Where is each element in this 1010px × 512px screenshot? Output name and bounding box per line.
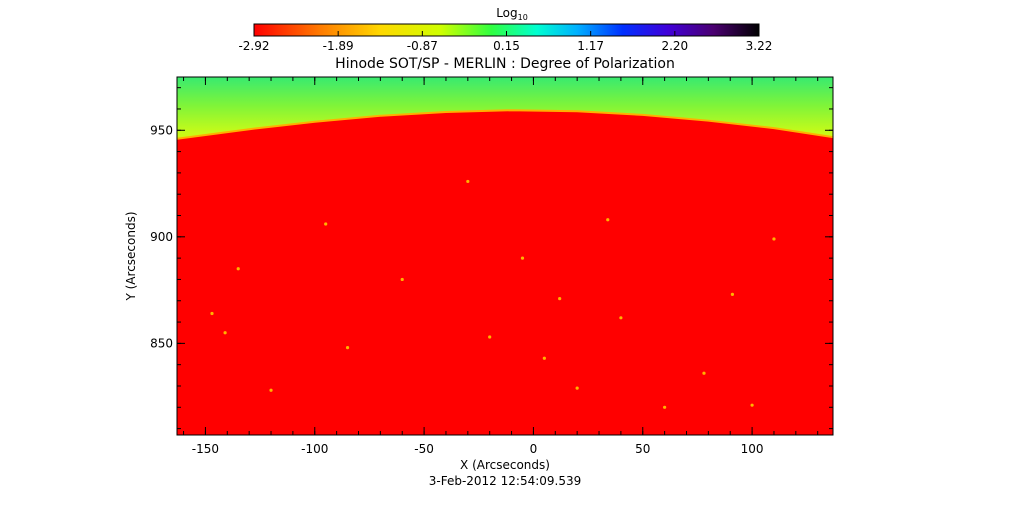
x-tick-label: -150 [192, 442, 219, 456]
colorbar-tick-label: -2.92 [238, 39, 269, 53]
x-axis: -150 -100 -50 0 50 100 [183, 77, 819, 456]
timestamp: 3-Feb-2012 12:54:09.539 [429, 474, 582, 488]
colorbar: Log10 -2.92 -1.89 -0.87 0.15 1.17 2.20 3.22 [238, 6, 772, 53]
polarization-feature [702, 371, 706, 375]
x-axis-label: X (Arcseconds) [460, 458, 550, 472]
y-axis-label: Y (Arcseconds) [124, 211, 138, 301]
plot-frame [176, 76, 834, 436]
polarization-feature [575, 386, 579, 390]
polarization-feature [269, 388, 273, 392]
plot-area [177, 77, 833, 435]
colorbar-tick-label: 3.22 [746, 39, 773, 53]
x-tick-label: 50 [635, 442, 650, 456]
polarization-feature [542, 356, 546, 360]
x-tick-label: -50 [414, 442, 434, 456]
x-tick-label: 100 [741, 442, 764, 456]
x-tick-label: 0 [530, 442, 538, 456]
polarization-feature [606, 218, 610, 222]
colorbar-tick-label: -0.87 [407, 39, 438, 53]
polarization-feature [558, 297, 562, 301]
colorbar-tick-label: -1.89 [323, 39, 354, 53]
limb-edge [177, 109, 833, 140]
polarization-feature [236, 267, 240, 271]
colorbar-tick-label: 1.17 [577, 39, 604, 53]
y-tick-label: 900 [150, 230, 173, 244]
polarization-feature [466, 179, 470, 184]
colorbar-tick-label: 2.20 [661, 39, 688, 53]
polarization-feature [772, 237, 776, 241]
x-tick-label: -100 [301, 442, 328, 456]
polarization-feature [345, 346, 350, 350]
y-tick-label: 950 [150, 123, 173, 137]
polarization-feature [488, 335, 492, 339]
polarization-feature [210, 311, 214, 316]
solar-disk [177, 110, 833, 435]
polarization-feature [324, 222, 328, 226]
polarization-feature [223, 331, 227, 335]
polarization-feature [520, 256, 525, 260]
y-tick-label: 850 [150, 336, 173, 350]
polarization-feature [663, 405, 667, 409]
magnetic-features [210, 179, 776, 409]
polarization-feature [730, 292, 735, 296]
polarization-feature [750, 403, 754, 407]
polarization-feature [619, 316, 623, 320]
polarization-feature [400, 277, 404, 282]
colorbar-tick-label: 0.15 [493, 39, 520, 53]
colorbar-label: Log10 [496, 6, 528, 22]
y-axis: 950 900 850 [150, 87, 833, 430]
colorbar-ticks: -2.92 -1.89 -0.87 0.15 1.17 2.20 3.22 [238, 31, 772, 53]
chart-title: Hinode SOT/SP - MERLIN : Degree of Polar… [335, 56, 675, 72]
